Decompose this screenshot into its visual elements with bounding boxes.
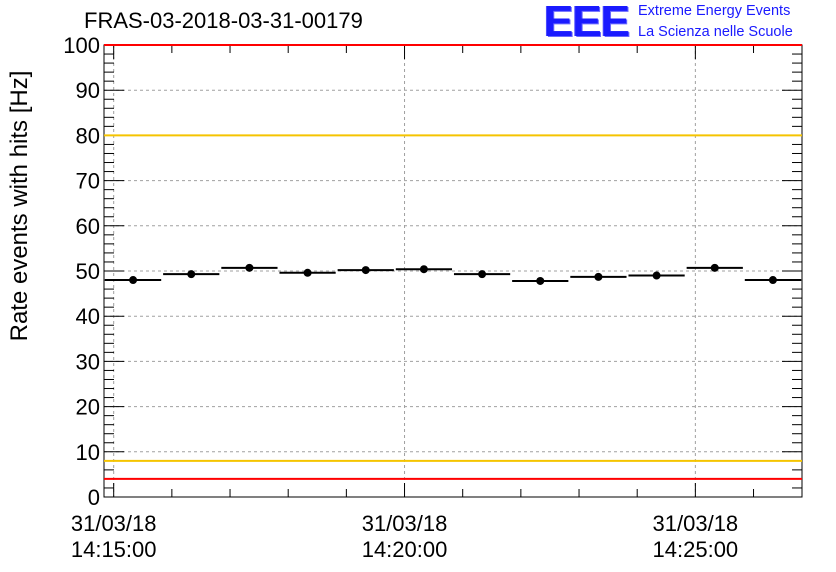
- eee-logo: EEE: [544, 0, 630, 46]
- x-tick-label-time: 14:20:00: [362, 537, 448, 562]
- data-point: [361, 266, 370, 275]
- data-point: [652, 271, 661, 280]
- data-point: [478, 270, 487, 279]
- data-point: [419, 265, 428, 274]
- x-tick-label-time: 14:15:00: [71, 537, 157, 562]
- y-tick-label: 60: [76, 214, 100, 239]
- y-axis-label: Rate events with hits [Hz]: [6, 71, 33, 342]
- y-tick-label: 100: [63, 33, 100, 58]
- data-point: [710, 263, 719, 272]
- data-point: [129, 276, 138, 285]
- x-tick-label-date: 31/03/18: [71, 511, 157, 536]
- y-tick-label: 10: [76, 440, 100, 465]
- y-tick-label: 30: [76, 349, 100, 374]
- y-tick-label: 80: [76, 123, 100, 148]
- y-tick-label: 50: [76, 259, 100, 284]
- data-point: [187, 270, 196, 279]
- logo-line-2: La Scienza nelle Scuole: [638, 24, 793, 40]
- x-tick-label-time: 14:25:00: [653, 537, 739, 562]
- y-tick-label: 70: [76, 169, 100, 194]
- y-tick-label: 40: [76, 304, 100, 329]
- y-tick-label: 20: [76, 395, 100, 420]
- x-tick-label-date: 31/03/18: [362, 511, 448, 536]
- y-tick-label: 0: [88, 485, 100, 510]
- data-point: [536, 276, 545, 285]
- data-point: [245, 263, 254, 272]
- logo-line-1: Extreme Energy Events: [638, 3, 791, 19]
- y-tick-label: 90: [76, 78, 100, 103]
- data-point: [768, 276, 777, 285]
- data-point: [303, 268, 312, 277]
- chart-title: FRAS-03-2018-03-31-00179: [84, 8, 363, 33]
- x-tick-label-date: 31/03/18: [653, 511, 739, 536]
- data-point: [594, 272, 603, 281]
